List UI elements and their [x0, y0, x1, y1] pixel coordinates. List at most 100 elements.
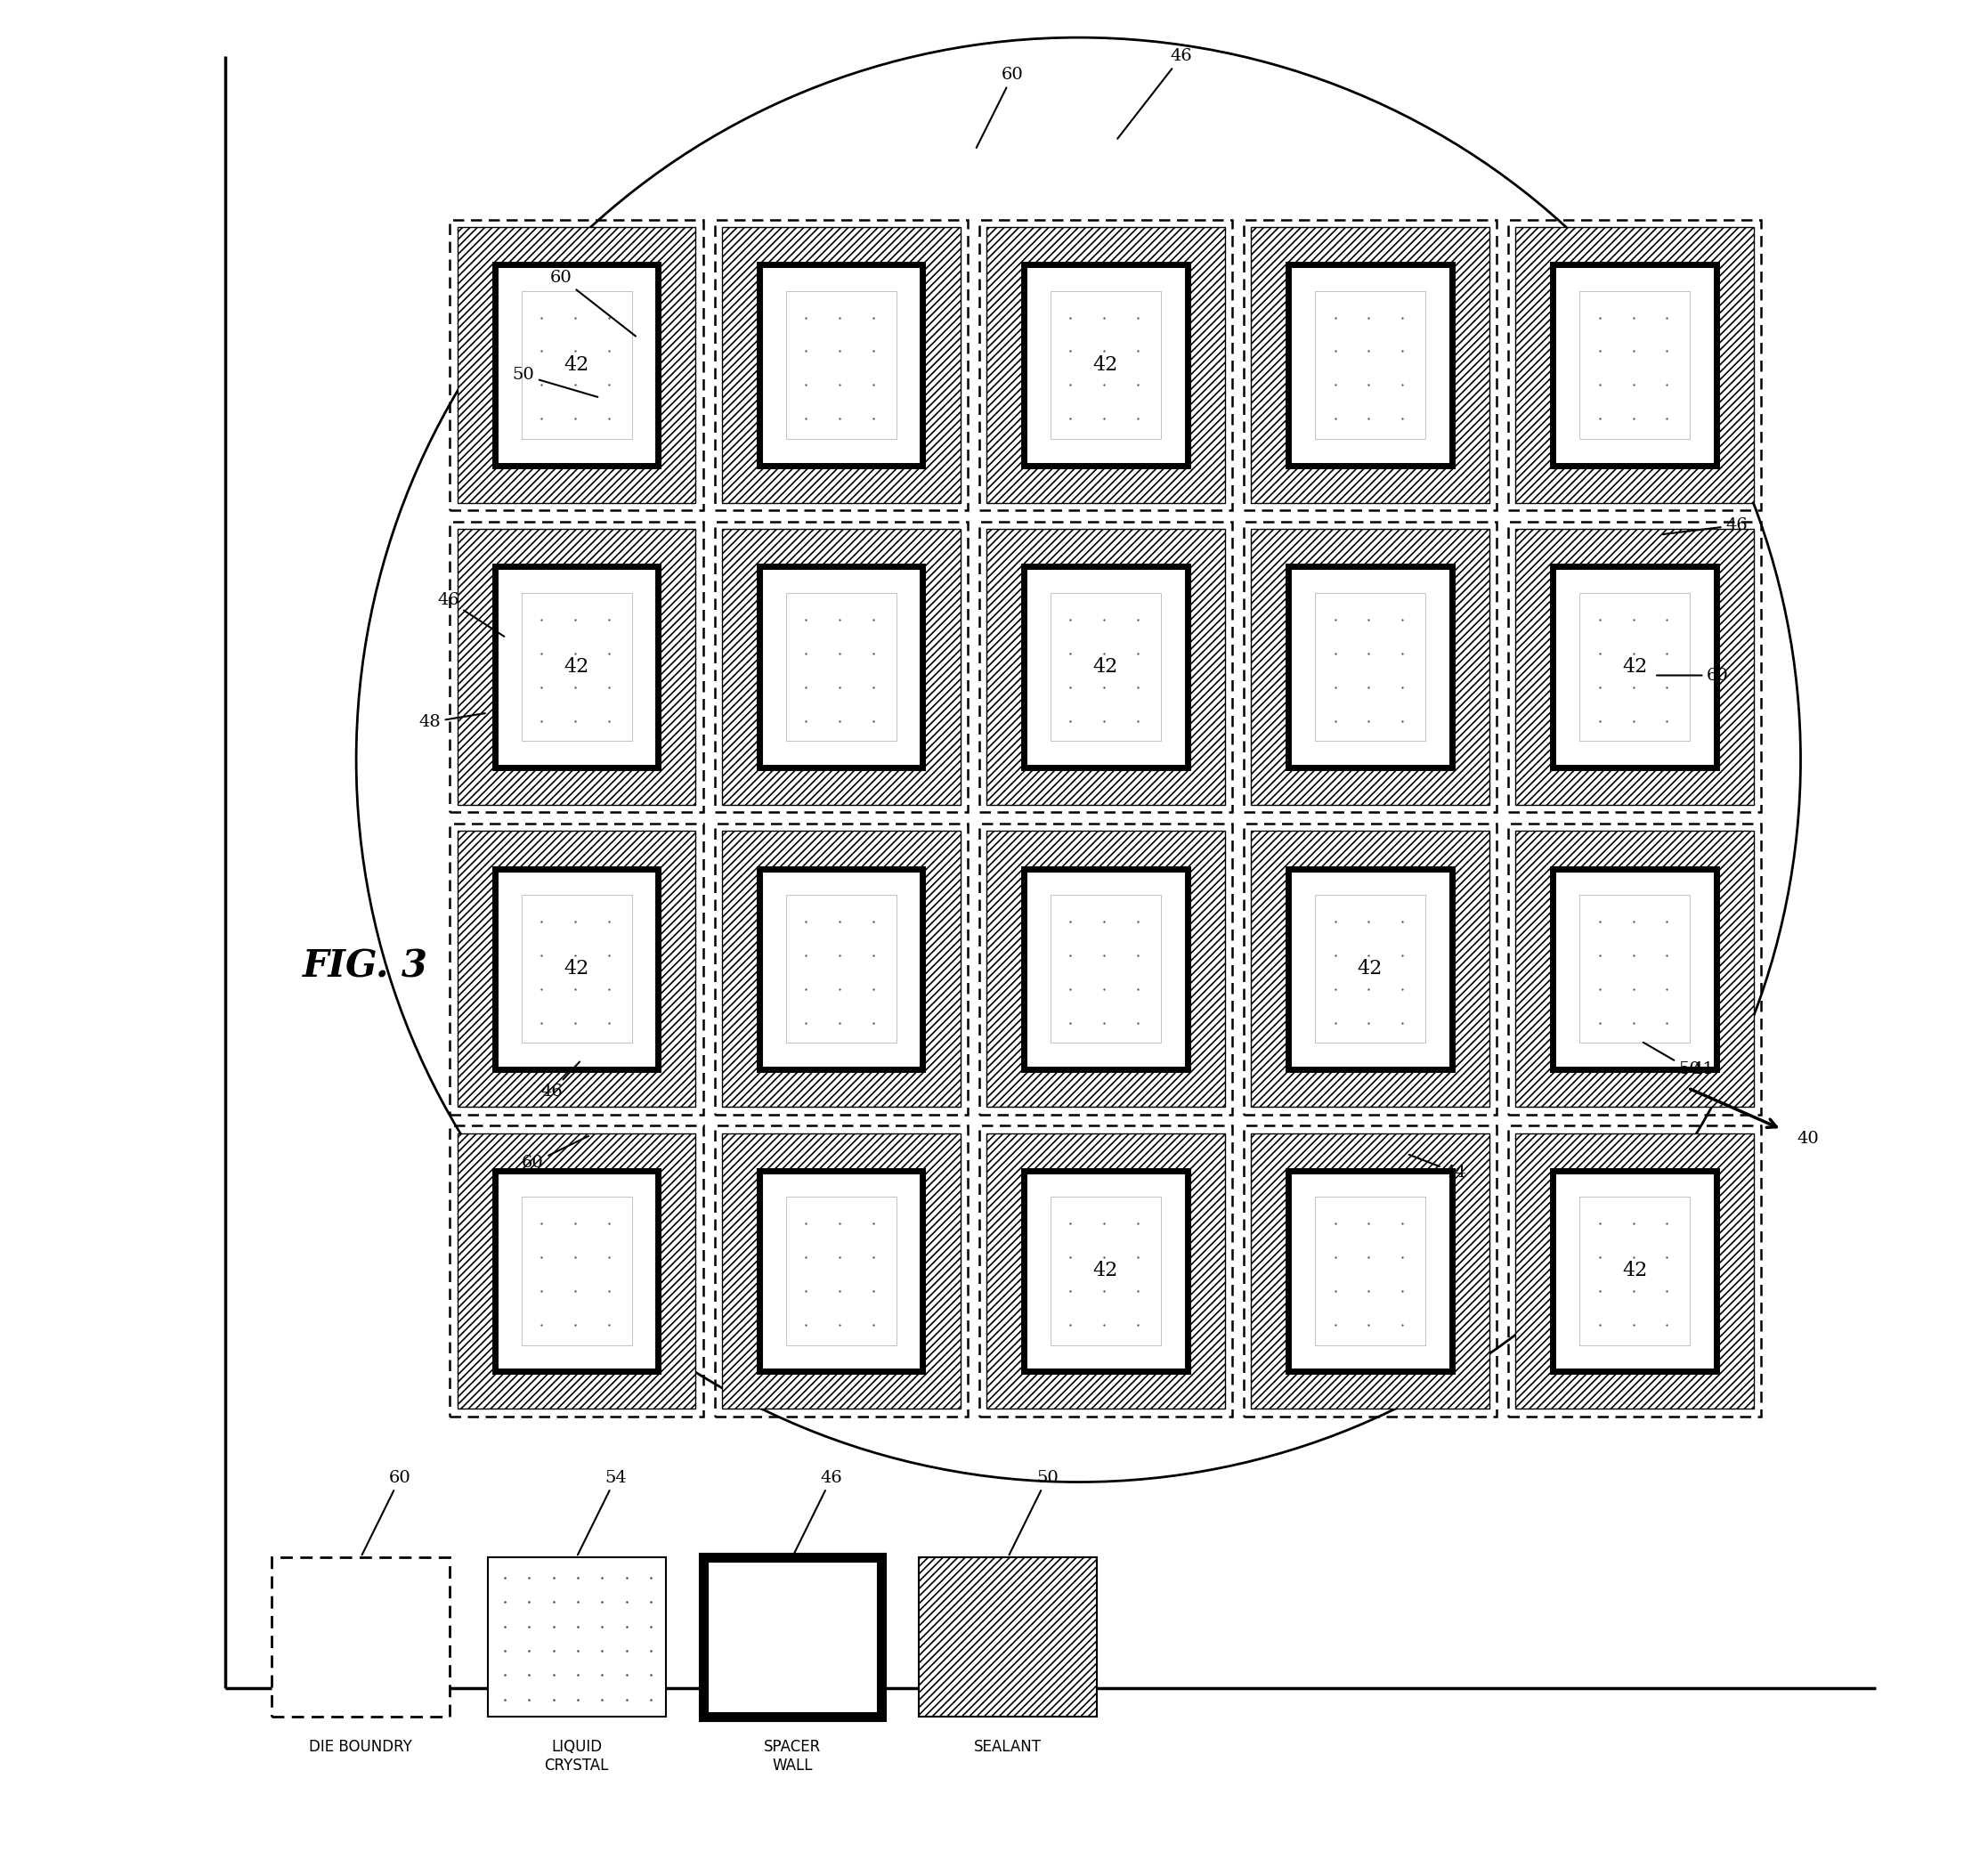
Text: 42: 42 — [1093, 657, 1117, 677]
Bar — [495, 265, 658, 465]
Text: 60: 60 — [551, 270, 636, 336]
Text: 60: 60 — [521, 1137, 588, 1171]
Bar — [1553, 265, 1716, 465]
Bar — [1553, 567, 1716, 767]
Bar — [1578, 895, 1690, 1043]
Text: 60: 60 — [1656, 668, 1730, 683]
Text: 46: 46 — [1662, 518, 1747, 535]
Bar — [1578, 1197, 1690, 1345]
Bar — [1515, 831, 1753, 1107]
Bar — [521, 895, 632, 1043]
Bar — [759, 265, 922, 465]
Bar — [495, 1171, 658, 1371]
Text: 46: 46 — [1117, 49, 1193, 139]
Bar — [1288, 1171, 1451, 1371]
Bar — [495, 567, 658, 767]
Bar — [1509, 219, 1761, 510]
Bar — [1242, 1126, 1497, 1416]
Bar — [1250, 1133, 1489, 1409]
Bar — [1242, 522, 1497, 812]
Bar — [986, 227, 1225, 503]
Bar — [714, 1126, 968, 1416]
Bar — [449, 522, 704, 812]
Text: 54: 54 — [579, 1469, 626, 1555]
Bar — [759, 1171, 922, 1371]
Bar — [1288, 869, 1451, 1069]
Bar — [1288, 265, 1451, 465]
Bar — [1242, 824, 1497, 1114]
Bar — [457, 831, 696, 1107]
Text: 50: 50 — [1644, 1043, 1700, 1077]
Bar — [986, 529, 1225, 805]
Bar — [978, 522, 1233, 812]
Bar — [1250, 529, 1489, 805]
Bar — [986, 1133, 1225, 1409]
Bar — [495, 1171, 658, 1371]
Bar — [759, 567, 922, 767]
Text: 42: 42 — [1358, 959, 1384, 979]
Bar — [1509, 824, 1761, 1114]
Bar — [722, 831, 960, 1107]
Bar — [495, 567, 658, 767]
Bar — [759, 1171, 922, 1371]
Bar — [1509, 522, 1761, 812]
Bar — [1050, 895, 1161, 1043]
Bar — [457, 1133, 696, 1409]
Text: 42: 42 — [565, 355, 588, 375]
Text: 42: 42 — [1622, 657, 1648, 677]
Bar — [1050, 1197, 1161, 1345]
Text: 42: 42 — [565, 959, 588, 979]
Bar — [1288, 1171, 1451, 1371]
Text: DIE BOUNDRY: DIE BOUNDRY — [310, 1739, 412, 1756]
Bar — [1509, 1126, 1761, 1416]
Text: 42: 42 — [1093, 355, 1117, 375]
Bar — [785, 593, 897, 741]
Text: 41: 41 — [1692, 1062, 1714, 1077]
Bar — [1553, 567, 1716, 767]
Text: 60: 60 — [362, 1469, 412, 1555]
Bar — [449, 1126, 704, 1416]
Bar — [1024, 567, 1187, 767]
Text: 42: 42 — [1093, 1261, 1117, 1281]
Text: 46: 46 — [541, 1062, 580, 1099]
Bar — [918, 1557, 1097, 1717]
Bar — [449, 219, 704, 510]
Bar — [785, 291, 897, 439]
Bar — [1515, 529, 1753, 805]
Bar — [1250, 227, 1489, 503]
Bar — [1553, 1171, 1716, 1371]
Bar — [986, 831, 1225, 1107]
Text: 40: 40 — [1797, 1131, 1819, 1146]
Bar — [978, 824, 1233, 1114]
Bar — [1553, 869, 1716, 1069]
Bar — [487, 1557, 666, 1717]
Bar — [714, 219, 968, 510]
Bar — [1288, 567, 1451, 767]
Bar — [521, 593, 632, 741]
Bar — [1553, 1171, 1716, 1371]
Text: 46: 46 — [437, 593, 505, 636]
Bar — [978, 1126, 1233, 1416]
Bar — [495, 869, 658, 1069]
Bar — [1314, 895, 1425, 1043]
Bar — [1242, 219, 1497, 510]
Bar — [759, 265, 922, 465]
Bar — [759, 567, 922, 767]
Bar — [521, 291, 632, 439]
Bar — [1314, 593, 1425, 741]
Bar — [457, 227, 696, 503]
Bar — [1288, 869, 1451, 1069]
Bar — [1024, 265, 1187, 465]
Bar — [1250, 831, 1489, 1107]
Bar — [1288, 265, 1451, 465]
Bar — [1024, 1171, 1187, 1371]
Bar — [521, 1197, 632, 1345]
Bar — [1024, 1171, 1187, 1371]
Bar — [722, 1133, 960, 1409]
Bar — [785, 1197, 897, 1345]
Bar — [1050, 291, 1161, 439]
Bar — [1024, 265, 1187, 465]
Bar — [1515, 227, 1753, 503]
Bar — [1314, 1197, 1425, 1345]
Bar — [1578, 593, 1690, 741]
